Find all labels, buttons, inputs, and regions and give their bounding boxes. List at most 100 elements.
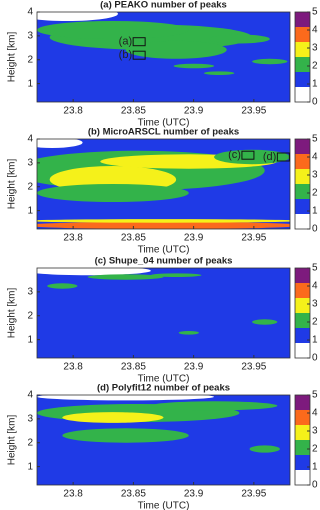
y-axis-label: Height [km] (7, 414, 18, 465)
field-region (37, 21, 189, 39)
colorbar-frame (294, 138, 311, 230)
field-region (203, 71, 235, 75)
colorbar-segment (295, 283, 310, 298)
plot-frame (36, 138, 291, 230)
x-tick-label: 23.8 (63, 233, 83, 244)
y-axis-label: Height [km] (7, 287, 18, 338)
x-axis-label: Time (UTC) (138, 501, 190, 510)
annotation: (d) (263, 151, 276, 163)
x-tick-label: 23.85 (121, 362, 146, 373)
field-region (252, 58, 288, 65)
panel: (c) Shupe_04 number of peaks 23.8 23.85 23.… (7, 256, 318, 385)
field-region (125, 40, 227, 59)
field-region (62, 428, 189, 443)
colorbar-tick-label: 0 (312, 97, 318, 108)
annotation-box (132, 37, 146, 47)
colorbar-frame (294, 11, 311, 103)
y-tick-label: 4 (27, 7, 33, 18)
x-tick-label: 23.95 (241, 362, 266, 373)
x-tick-label: 23.85 (121, 106, 146, 117)
panel-title: (d) Polyfit12 number of peaks (97, 383, 230, 394)
colorbar-tick-label: 3 (312, 299, 318, 310)
colorbar-segment (295, 410, 310, 425)
field-region (252, 319, 278, 325)
y-tick-label: 2 (27, 54, 33, 65)
field-region (37, 221, 290, 229)
colorbar-segment (295, 42, 310, 57)
colorbar-tick-label: 4 (312, 25, 318, 36)
field-region (37, 139, 83, 148)
x-tick-label: 23.85 (121, 233, 146, 244)
field-region (214, 149, 290, 165)
field-region (249, 445, 280, 453)
colorbar-segment (295, 455, 310, 470)
colorbar-tick-label: 3 (312, 43, 318, 54)
field-region (87, 274, 164, 280)
y-axis-label: Height [km] (7, 158, 18, 209)
colorbar-segment (295, 395, 310, 410)
x-tick-label: 23.95 (241, 233, 266, 244)
field (37, 395, 290, 485)
annotation: (a) (119, 36, 132, 48)
plot-frame (36, 267, 291, 359)
x-tick-label: 23.8 (63, 362, 83, 373)
annotation: (c) (228, 149, 241, 161)
y-tick-label: 2 (27, 437, 33, 448)
colorbar-tick-label: 5 (312, 134, 318, 145)
plot-frame (36, 394, 291, 486)
colorbar-segment (295, 12, 310, 27)
y-tick-label: 1 (27, 334, 33, 345)
colorbar-tick-label: 0 (312, 480, 318, 491)
colorbar-segment (295, 87, 310, 102)
colorbar-segment (295, 27, 310, 42)
colorbar-tick-label: 5 (312, 263, 318, 274)
field (37, 268, 290, 358)
field-region (37, 268, 151, 276)
colorbar-tick-label: 4 (312, 281, 318, 292)
x-tick-label: 23.95 (241, 489, 266, 500)
colorbar-tick-label: 1 (312, 79, 318, 90)
colorbar-tick-label: 5 (312, 7, 318, 18)
field-region (150, 273, 202, 278)
colorbar-segment (295, 169, 310, 184)
colorbar-tick-label: 5 (312, 390, 318, 401)
annotation-box (241, 150, 255, 160)
x-axis-label: Time (UTC) (138, 118, 190, 129)
colorbar-tick-label: 1 (312, 206, 318, 217)
colorbar-segment (295, 328, 310, 343)
field-region (173, 63, 215, 69)
y-axis-label: Height [km] (7, 31, 18, 82)
field-region (37, 184, 189, 202)
panel-title: (a) PEAKO number of peaks (100, 0, 227, 11)
y-tick-label: 3 (27, 158, 33, 169)
colorbar-tick-label: 3 (312, 170, 318, 181)
colorbar-tick-label: 1 (312, 335, 318, 346)
colorbar-segment (295, 470, 310, 485)
colorbar-segment (295, 154, 310, 169)
x-tick-label: 23.8 (63, 106, 83, 117)
colorbar-segment (295, 440, 310, 455)
colorbar-tick-label: 3 (312, 426, 318, 437)
colorbar-segment (295, 72, 310, 87)
y-tick-label: 4 (27, 390, 33, 401)
colorbar-segment (295, 343, 310, 358)
x-tick-label: 23.95 (241, 106, 266, 117)
y-tick-label: 1 (27, 205, 33, 216)
field-region (209, 34, 270, 44)
colorbar-segment (295, 268, 310, 283)
panel-title: (c) Shupe_04 number of peaks (95, 256, 233, 267)
colorbar-tick-label: 4 (312, 408, 318, 419)
annotation-box (276, 152, 290, 162)
y-tick-label: 1 (27, 78, 33, 89)
x-tick-label: 23.9 (184, 233, 204, 244)
y-tick-label: 3 (27, 31, 33, 42)
colorbar-segment (295, 298, 310, 313)
colorbar-segment (295, 313, 310, 328)
x-tick-label: 23.9 (184, 106, 204, 117)
field-region (37, 219, 290, 223)
colorbar-tick-label: 4 (312, 152, 318, 163)
y-tick-label: 3 (27, 414, 33, 425)
